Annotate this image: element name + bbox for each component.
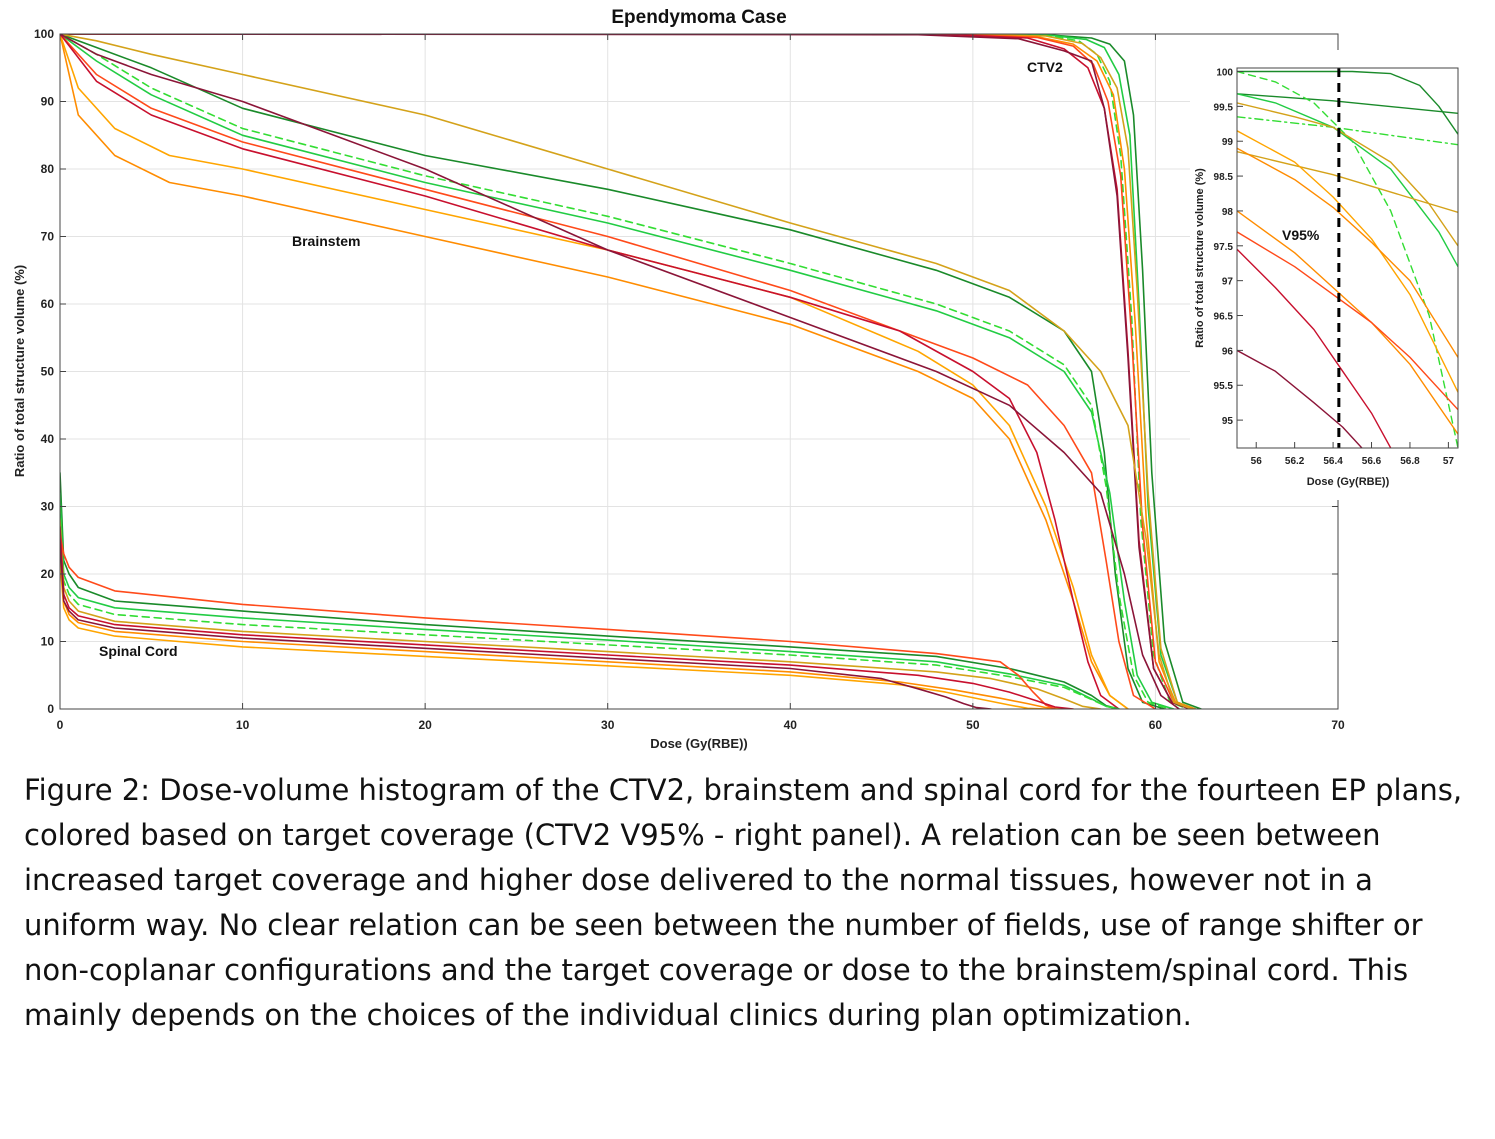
y-tick-label: 96.5: [1214, 312, 1234, 323]
inset-axes-box: [1236, 67, 1459, 449]
y-tick-label: 20: [41, 567, 55, 581]
series-line-12: [1237, 349, 1363, 448]
y-tick-label: 99.5: [1214, 102, 1234, 113]
series-line-7: [1237, 130, 1458, 393]
series-line-brainstem-11: [60, 34, 1193, 709]
y-tick-label: 30: [41, 500, 55, 514]
y-tick-label: 60: [41, 297, 55, 311]
y-tick-label: 98: [1222, 207, 1234, 218]
x-tick-label: 0: [57, 718, 64, 732]
series-line-9: [1237, 210, 1458, 435]
annotation-ctv2: CTV2: [1027, 59, 1063, 75]
inset-y-axis-label: Ratio of total structure volume (%): [1194, 168, 1206, 348]
x-tick-label: 50: [966, 718, 980, 732]
series-line-3: [1237, 93, 1458, 268]
series-line-5: [1237, 102, 1458, 247]
main-gridlines: [59, 33, 1339, 710]
series-line-brainstem-9: [60, 34, 1175, 709]
x-tick-label: 57: [1443, 456, 1455, 467]
y-tick-label: 80: [41, 162, 55, 176]
inset-background: [1190, 50, 1480, 500]
y-tick-label: 50: [41, 365, 55, 379]
x-tick-label: 20: [418, 718, 432, 732]
series-line-1: [1237, 93, 1458, 114]
annotation-v95: V95%: [1282, 227, 1320, 243]
series-line-spinal-cord-23: [60, 532, 1056, 709]
y-tick-label: 10: [41, 635, 55, 649]
annotation-spinal-cord: Spinal Cord: [99, 643, 178, 659]
main-tick-labels: 0 10 20 30 40 50 60 70 0 10 20 30 40 50 60 70 80 90 100: [34, 27, 1345, 732]
inset-tick-labels: 56 56.2 56.4 56.6 56.8 57 95 95.5 96 96.5 97 97.5 98…: [1214, 67, 1455, 467]
series-line-brainstem-12: [60, 34, 1129, 709]
y-tick-label: 90: [41, 95, 55, 109]
series-line-spinal-cord-21: [60, 546, 1065, 709]
y-tick-label: 95: [1222, 416, 1234, 427]
x-tick-label: 56.2: [1285, 456, 1305, 467]
y-tick-label: 40: [41, 432, 55, 446]
y-tick-label: 95.5: [1214, 381, 1234, 392]
y-tick-label: 97.5: [1214, 242, 1234, 253]
x-tick-label: 10: [236, 718, 250, 732]
x-tick-label: 56.4: [1323, 456, 1343, 467]
x-tick-label: 70: [1331, 718, 1345, 732]
figure-caption: Figure 2: Dose-volume histogram of the C…: [24, 773, 1463, 1032]
y-tick-label: 0: [47, 702, 54, 716]
series-line-brainstem-10: [60, 34, 1171, 709]
y-tick-label: 97: [1222, 277, 1234, 288]
chart-figure: 0 10 20 30 40 50 60 70 0 10 20 30 40 50 60 70 80 90 100 Ep…: [12, 7, 1480, 751]
y-tick-label: 96: [1222, 346, 1234, 357]
series-line-spinal-cord-25: [60, 539, 992, 709]
x-tick-label: 56.8: [1400, 456, 1420, 467]
series-line-spinal-cord-19: [60, 505, 1120, 709]
chart-title: Ependymoma Case: [611, 7, 786, 28]
x-tick-label: 60: [1149, 718, 1163, 732]
y-tick-label: 100: [1216, 67, 1233, 78]
x-tick-label: 56.6: [1362, 456, 1382, 467]
figure: 0 10 20 30 40 50 60 70 0 10 20 30 40 50 60 70 80 90 100 Ep…: [12, 7, 1480, 751]
series-line-brainstem-16: [60, 34, 1180, 709]
series-line-ctv2-5: [60, 34, 1193, 709]
series-line-11: [1237, 248, 1392, 448]
series-line-spinal-cord-24: [60, 526, 1075, 709]
series-line-spinal-cord-20: [60, 519, 1102, 709]
y-tick-label: 100: [34, 27, 54, 41]
series-line-spinal-cord-18: [60, 492, 1120, 709]
main-plot-area: [60, 34, 1202, 709]
series-line-6: [1237, 151, 1458, 213]
y-tick-label: 98.5: [1214, 172, 1234, 183]
x-tick-label: 56: [1251, 456, 1263, 467]
inset-x-axis-label: Dose (Gy(RBE)): [1307, 476, 1390, 488]
x-tick-label: 40: [784, 718, 798, 732]
series-line-spinal-cord-22: [60, 559, 1047, 709]
inset-plot-area: [1237, 70, 1458, 448]
main-y-axis-label: Ratio of total structure volume (%): [12, 265, 27, 477]
series-line-brainstem-13: [60, 34, 1129, 709]
y-tick-label: 70: [41, 230, 55, 244]
x-tick-label: 30: [601, 718, 615, 732]
main-x-axis-label: Dose (Gy(RBE)): [650, 736, 748, 751]
series-line-spinal-cord-17: [60, 472, 1120, 709]
y-tick-label: 99: [1222, 137, 1234, 148]
series-line-ctv2-1: [60, 34, 1197, 709]
series-line-10: [1237, 231, 1458, 411]
series-line-brainstem-15: [60, 34, 1120, 709]
series-line-0: [1237, 70, 1458, 135]
series-line-8: [1237, 147, 1458, 359]
series-line-ctv2-7: [60, 34, 1191, 709]
series-line-brainstem-14: [60, 34, 1157, 709]
annotation-brainstem: Brainstem: [292, 233, 360, 249]
